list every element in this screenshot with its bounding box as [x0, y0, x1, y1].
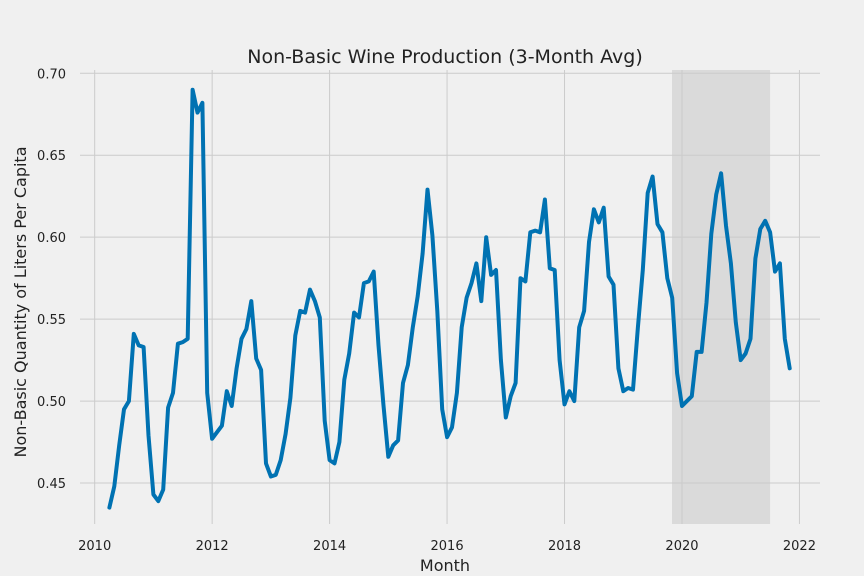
- series-line: [107, 87, 792, 510]
- x-tick-label: 2020: [665, 539, 698, 554]
- chart-title: Non-Basic Wine Production (3-Month Avg): [247, 46, 643, 68]
- tick-labels: 2010 2012 2014 2016 2018 2020 2022 0.45 0.50 0.55…: [37, 67, 816, 554]
- x-axis-label: Month: [420, 556, 470, 575]
- y-tick-label: 0.45: [37, 477, 66, 492]
- x-tick-label: 2018: [548, 539, 581, 554]
- y-tick-label: 0.55: [37, 313, 66, 328]
- y-axis-label: Non-Basic Quantity of Liters Per Capita: [11, 147, 30, 458]
- x-tick-label: 2014: [313, 539, 346, 554]
- y-tick-label: 0.70: [37, 67, 66, 82]
- shaded-region-layer: [672, 70, 771, 524]
- x-tick-label: 2022: [783, 539, 816, 554]
- shaded-region: [672, 70, 771, 524]
- x-tick-label: 2010: [78, 539, 111, 554]
- y-tick-label: 0.60: [37, 231, 66, 246]
- x-tick-label: 2016: [431, 539, 464, 554]
- y-tick-label: 0.65: [37, 149, 66, 164]
- series-layer: [107, 87, 792, 510]
- y-tick-label: 0.50: [37, 395, 66, 410]
- x-tick-label: 2012: [196, 539, 229, 554]
